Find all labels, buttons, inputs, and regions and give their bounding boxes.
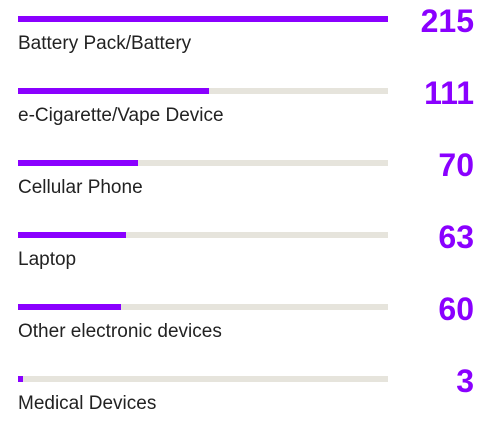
value-label: 215	[420, 3, 474, 39]
bar	[18, 16, 388, 22]
bar-row: Laptop 63	[0, 219, 492, 298]
bar-row: Medical Devices 3	[0, 363, 492, 442]
value-label: 70	[438, 147, 474, 183]
bar	[18, 376, 24, 382]
bar-track	[18, 232, 388, 238]
value-label: 63	[438, 219, 474, 255]
category-label: Cellular Phone	[18, 177, 143, 198]
value-label: 3	[456, 363, 474, 399]
bar-row: Cellular Phone 70	[0, 147, 492, 226]
bar-row: Battery Pack/Battery 215	[0, 3, 492, 82]
category-label: Other electronic devices	[18, 321, 222, 342]
bar-track	[18, 160, 388, 166]
value-label: 60	[438, 291, 474, 327]
bar-track	[18, 304, 388, 310]
bar-track	[18, 376, 388, 382]
category-label: Laptop	[18, 249, 77, 270]
bar-row: Other electronic devices 60	[0, 291, 492, 370]
bar-track	[18, 88, 388, 94]
bar	[18, 304, 122, 310]
category-label: e-Cigarette/Vape Device	[18, 105, 224, 126]
bar-chart: Battery Pack/Battery 215 e-Cigarette/Vape …	[0, 3, 492, 414]
value-label: 111	[424, 75, 474, 111]
category-label: Battery Pack/Battery	[18, 33, 192, 54]
bar-track	[18, 16, 388, 22]
bar	[18, 160, 139, 166]
bar	[18, 88, 210, 94]
category-label: Medical Devices	[18, 393, 157, 414]
bar-row: e-Cigarette/Vape Device 111	[0, 75, 492, 154]
bar	[18, 232, 127, 238]
